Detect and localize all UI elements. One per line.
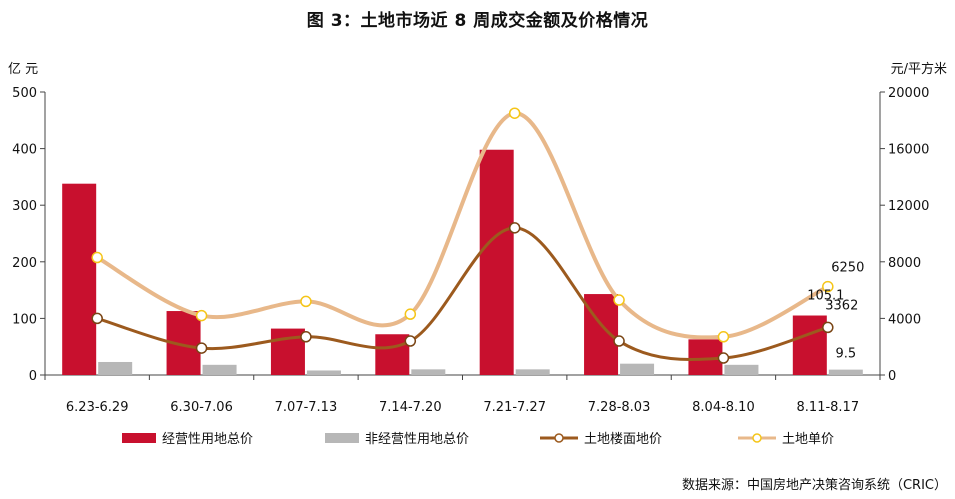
bar-operating — [584, 294, 619, 375]
left-tick-label: 300 — [12, 199, 37, 214]
data-label-nonoperating: 9.5 — [835, 347, 856, 362]
bar-nonoperating — [306, 370, 341, 375]
left-tick-label: 200 — [12, 256, 37, 271]
x-category-label: 7.07-7.13 — [275, 400, 338, 415]
left-axis-unit: 亿 元 — [8, 62, 39, 77]
bar-nonoperating — [98, 361, 133, 375]
legend-label: 非经营性用地总价 — [365, 432, 470, 447]
x-category-label: 7.28-8.03 — [588, 400, 651, 415]
right-tick-label: 16000 — [888, 143, 929, 158]
right-tick-label: 12000 — [888, 199, 929, 214]
bar-operating — [62, 183, 97, 375]
legend: 经营性用地总价 非经营性用地总价 土地楼面地价 土地单价 — [0, 428, 955, 450]
marker-floor-price — [822, 321, 834, 334]
left-tick-label: 500 — [12, 86, 37, 101]
marker-floor-price — [91, 312, 103, 325]
bar-nonoperating — [411, 369, 446, 375]
legend-label: 经营性用地总价 — [162, 432, 254, 447]
right-tick-label: 4000 — [888, 312, 921, 327]
bar-operating — [792, 315, 827, 375]
legend-item-floor-price: 土地楼面地价 — [540, 428, 662, 447]
bar-operating — [375, 334, 410, 375]
marker-floor-price — [404, 335, 417, 347]
marker-unit-price — [300, 295, 312, 308]
data-label-operating: 105.1 — [807, 289, 844, 304]
legend-label: 土地单价 — [782, 432, 835, 447]
right-tick-label: 0 — [888, 369, 896, 384]
x-category-label: 6.23-6.29 — [66, 400, 129, 415]
marker-floor-price — [508, 222, 521, 234]
legend-swatch-brown-line — [540, 432, 578, 443]
right-axis-unit: 元/平方米 — [890, 62, 947, 77]
bar-operating — [270, 328, 305, 375]
x-category-label: 7.14-7.20 — [379, 400, 442, 415]
marker-floor-price — [195, 342, 208, 354]
line-unit-price — [96, 111, 829, 340]
data-label-floor-price: 3362 — [825, 298, 858, 313]
bar-nonoperating — [515, 369, 550, 375]
left-tick-label: 400 — [12, 143, 37, 158]
chart-title: 图 3：土地市场近 8 周成交金额及价格情况 — [306, 11, 649, 31]
left-tick-label: 100 — [12, 312, 37, 327]
marker-unit-price — [822, 280, 834, 293]
bar-nonoperating — [828, 369, 863, 375]
data-label-unit-price: 6250 — [831, 261, 864, 276]
marker-floor-price — [717, 352, 730, 364]
legend-swatch-tan-line — [738, 432, 776, 443]
marker-floor-price — [300, 331, 312, 343]
legend-label: 土地楼面地价 — [584, 432, 663, 447]
bar-operating — [479, 149, 514, 375]
legend-item-operating: 经营性用地总价 — [122, 428, 253, 447]
legend-item-unit-price: 土地单价 — [738, 428, 834, 447]
marker-unit-price — [508, 107, 521, 119]
legend-swatch-red — [122, 432, 156, 443]
right-tick-label: 8000 — [888, 256, 921, 271]
line-floor-price — [96, 226, 829, 361]
x-category-label: 8.11-8.17 — [797, 400, 860, 415]
marker-unit-price — [613, 294, 625, 306]
marker-unit-price — [195, 309, 208, 322]
bar-nonoperating — [724, 364, 759, 375]
marker-unit-price — [717, 331, 730, 343]
x-category-label: 6.30-7.06 — [170, 400, 233, 415]
right-tick-label: 20000 — [888, 86, 929, 101]
x-category-label: 7.21-7.27 — [483, 400, 546, 415]
x-category-label: 8.04-8.10 — [692, 400, 755, 415]
marker-floor-price — [613, 335, 625, 347]
marker-unit-price — [404, 308, 417, 320]
legend-item-nonoperating: 非经营性用地总价 — [325, 428, 469, 447]
marker-unit-price — [91, 251, 103, 264]
data-source: 数据来源：中国房地产决策咨询系统（CRIC） — [681, 478, 947, 493]
bar-nonoperating — [202, 364, 237, 375]
bar-nonoperating — [620, 363, 655, 375]
left-tick-label: 0 — [29, 369, 37, 384]
legend-swatch-gray — [325, 432, 359, 443]
